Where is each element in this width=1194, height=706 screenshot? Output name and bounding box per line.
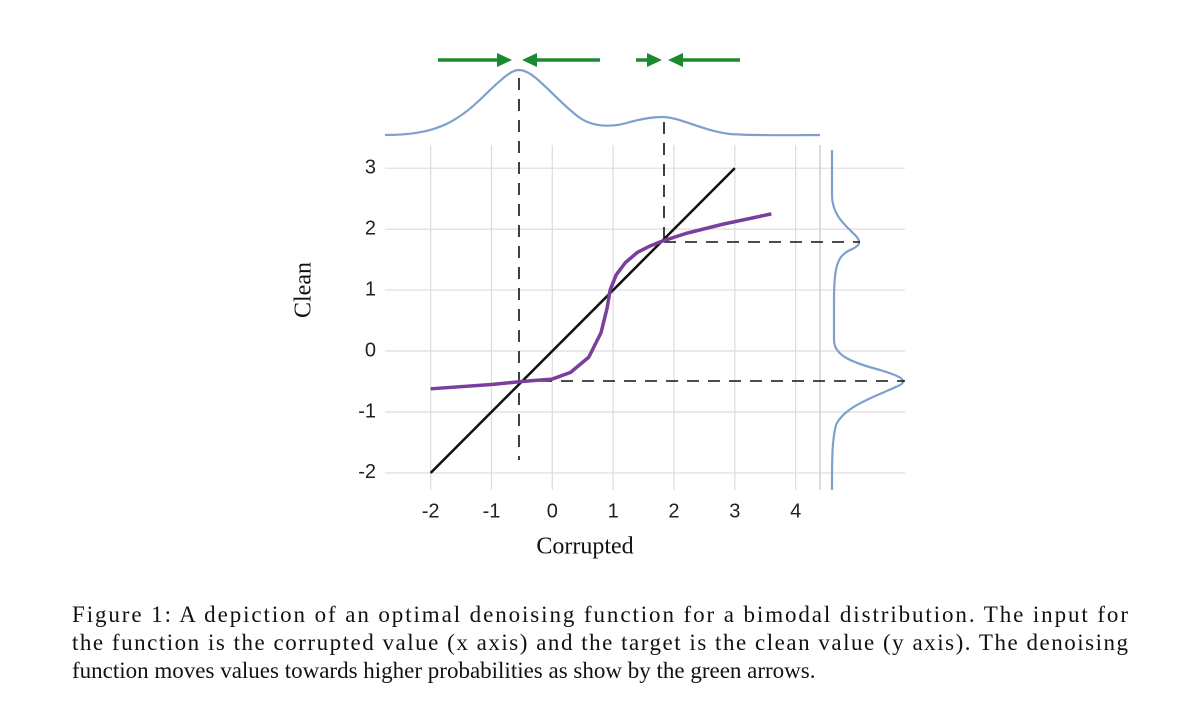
grid: [385, 145, 905, 490]
x-tick-label: 3: [729, 500, 740, 522]
y-axis-label: Clean: [291, 262, 317, 318]
x-tick-label: -2: [422, 500, 440, 522]
y-tick-label: -2: [358, 461, 376, 483]
x-tick-label: 4: [790, 500, 801, 522]
y-tick-label: -1: [358, 400, 376, 422]
x-tick-label: 0: [547, 500, 558, 522]
guides: [518, 78, 905, 460]
y-tick-label: 3: [365, 156, 376, 178]
caption-line: function moves values towards higher pro…: [72, 658, 816, 683]
y-tick-label: 1: [365, 278, 376, 300]
x-tick-label: 1: [608, 500, 619, 522]
arrow-head: [497, 53, 512, 67]
arrow-head: [668, 53, 683, 67]
y-tick-label: 0: [365, 339, 376, 361]
x-tick-label: 2: [668, 500, 679, 522]
marks: [429, 167, 772, 474]
x-axis-label: Corrupted: [536, 534, 633, 560]
x-tick-label: -1: [483, 500, 501, 522]
caption-line: the function is the corrupted value (x a…: [72, 630, 1128, 655]
arrows: [438, 53, 740, 67]
series-line: [430, 212, 772, 391]
caption-line: Figure 1: A depiction of an optimal deno…: [72, 602, 1128, 627]
series-line: [429, 167, 736, 474]
arrow-head: [522, 53, 537, 67]
y-tick-label: 2: [365, 217, 376, 239]
right-density: [830, 150, 905, 491]
top-density: [384, 68, 821, 137]
arrow-head: [647, 53, 662, 67]
